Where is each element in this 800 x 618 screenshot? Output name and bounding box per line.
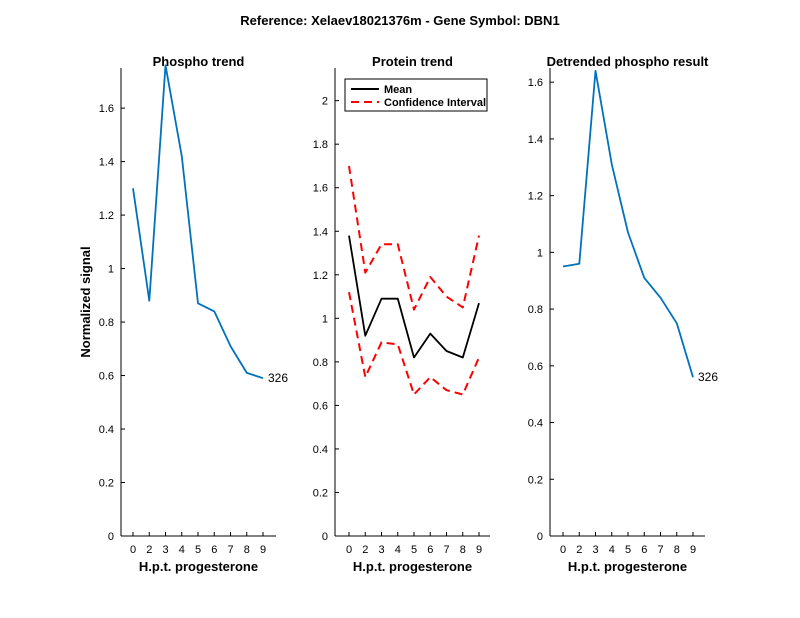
x-tick-label: 0: [346, 544, 352, 556]
y-tick-label: 1: [108, 264, 114, 276]
x-tick-label: 0: [130, 544, 136, 556]
y-tick-label: 0.2: [313, 487, 328, 499]
y-tick-label: 1.2: [528, 191, 543, 203]
y-tick-label: 1.2: [99, 210, 114, 222]
y-tick-label: 0.6: [313, 400, 328, 412]
legend-box: [344, 78, 488, 112]
y-axis-label: Normalized signal: [78, 246, 93, 357]
x-tick-label: 0: [560, 544, 566, 556]
y-tick-label: 0.8: [313, 357, 328, 369]
x-tick-label: 3: [378, 544, 384, 556]
x-tick-label: 6: [641, 544, 647, 556]
x-tick-label: 7: [443, 544, 449, 556]
series-line-detrended: [562, 69, 694, 378]
chart-panel-1: 00.20.40.60.811.21.41.60 2 3 4 5 6 7 8 9Phospho …: [78, 54, 288, 574]
y-tick-label: 1.8: [313, 139, 328, 151]
legend-label-2: Confidence Interval: [384, 97, 486, 109]
x-tick-label: 6: [211, 544, 217, 556]
y-tick-label: 1.6: [528, 77, 543, 89]
y-tick-label: 0.8: [528, 304, 543, 316]
series-line-mean: [348, 235, 480, 359]
x-tick-label: 6: [427, 544, 433, 556]
y-tick-label: 1.6: [313, 183, 328, 195]
y-tick-label: 0.4: [99, 424, 114, 436]
y-tick-label: 1.4: [313, 226, 328, 238]
series-line-confidence-interval-lower: [348, 292, 480, 396]
x-tick-label: 9: [690, 544, 696, 556]
y-tick-label: 0.4: [313, 444, 328, 456]
x-tick-label: 4: [179, 544, 185, 556]
x-tick-label: 8: [460, 544, 466, 556]
x-tick-label: 4: [395, 544, 401, 556]
y-tick-label: 0.2: [528, 474, 543, 486]
series-line-confidence-interval: [348, 165, 480, 311]
chart-title: Protein trend: [372, 54, 453, 69]
chart-panel-2: 00.20.40.60.811.21.41.61.820 2 3 4 5 6 7 8 9Prot…: [313, 54, 490, 574]
series-line-phospho: [132, 64, 264, 380]
x-tick-label: 2: [576, 544, 582, 556]
x-tick-label: 8: [244, 544, 250, 556]
x-axis-label: H.p.t. progesterone: [139, 559, 258, 574]
point-annotation: 326: [698, 370, 718, 384]
y-tick-label: 1.4: [528, 134, 543, 146]
y-tick-label: 1.2: [313, 270, 328, 282]
x-axis-label: H.p.t. progesterone: [353, 559, 472, 574]
y-tick-label: 0: [108, 531, 114, 543]
y-tick-label: 0: [322, 531, 328, 543]
y-tick-label: 2: [322, 96, 328, 108]
x-tick-label: 3: [162, 544, 168, 556]
legend-label-1: Mean: [384, 84, 412, 96]
x-tick-label: 9: [260, 544, 266, 556]
point-annotation: 326: [268, 371, 288, 385]
y-tick-label: 1: [322, 313, 328, 325]
chart-title: Detrended phospho result: [547, 54, 709, 69]
x-tick-label: 2: [362, 544, 368, 556]
x-axis-label: H.p.t. progesterone: [568, 559, 687, 574]
x-tick-label: 7: [657, 544, 663, 556]
chart-panel-3: 00.20.40.60.811.21.41.60 2 3 4 5 6 7 8 9Detrende…: [528, 54, 719, 574]
y-tick-label: 0.2: [99, 478, 114, 490]
x-tick-label: 8: [674, 544, 680, 556]
y-tick-label: 0.6: [528, 361, 543, 373]
y-tick-label: 0.6: [99, 371, 114, 383]
y-tick-label: 0.8: [99, 317, 114, 329]
y-tick-label: 0: [537, 531, 543, 543]
x-tick-label: 5: [625, 544, 631, 556]
y-tick-label: 1: [537, 247, 543, 259]
y-tick-label: 0.4: [528, 418, 543, 430]
x-tick-label: 5: [411, 544, 417, 556]
y-tick-label: 1.6: [99, 103, 114, 115]
x-tick-label: 9: [476, 544, 482, 556]
x-tick-label: 3: [592, 544, 598, 556]
x-tick-label: 4: [609, 544, 615, 556]
x-tick-label: 2: [146, 544, 152, 556]
chart-title: Phospho trend: [153, 54, 245, 69]
x-tick-label: 7: [227, 544, 233, 556]
x-tick-label: 5: [195, 544, 201, 556]
y-tick-label: 1.4: [99, 157, 114, 169]
figure-title: Reference: Xelaev18021376m - Gene Symbol…: [240, 13, 559, 28]
